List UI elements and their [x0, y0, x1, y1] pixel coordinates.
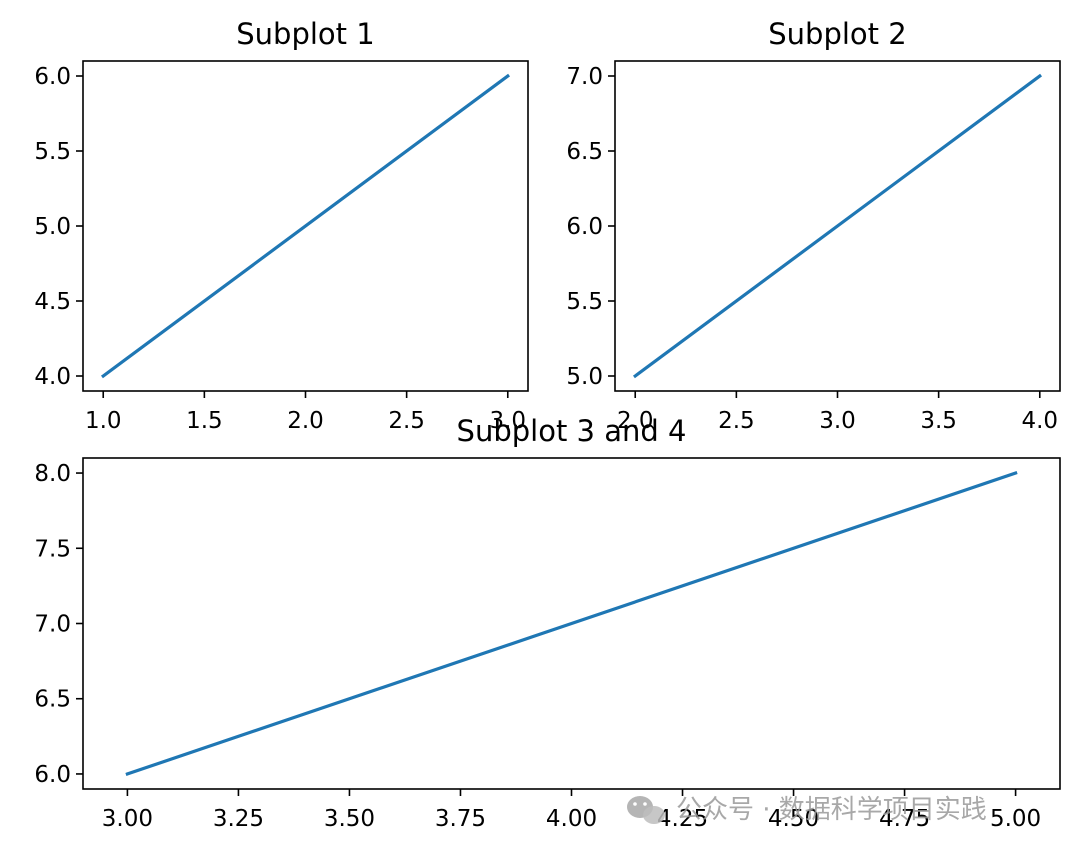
subplot-3-x-tick-label: 4.50 [768, 806, 819, 832]
subplot-1: Subplot 1 1.0 1.5 2.0 2.5 3.0 4.0 4.5 5.0 5.5 6.0 [34, 17, 529, 434]
subplot-2-series-line [632, 73, 1043, 379]
subplot-1-x-tick-label: 1.5 [186, 408, 223, 434]
subplot-1-x-tick-label: 2.5 [388, 408, 425, 434]
subplot-1-y-tick-label: 5.5 [34, 139, 71, 165]
subplot-2-y-tick-label: 6.0 [566, 214, 603, 240]
subplot-3-x-tick-label: 4.75 [879, 806, 930, 832]
subplot-1-title: Subplot 1 [236, 17, 374, 51]
subplot-3-y-tick-label: 8.0 [34, 461, 71, 487]
subplot-2-x-tick-label: 3.5 [920, 408, 957, 434]
subplot-3-x-tick-label: 3.75 [435, 806, 486, 832]
subplot-3-x-tick-label: 5.00 [990, 806, 1041, 832]
subplot-1-series-line [100, 73, 511, 379]
subplot-3-title: Subplot 3 and 4 [457, 414, 687, 448]
subplot-3-x-tick-label: 3.50 [324, 806, 375, 832]
subplot-3-x-tick-label: 3.25 [213, 806, 264, 832]
subplot-3-series-line [125, 471, 1018, 776]
subplot-1-x-tick-label: 2.0 [287, 408, 324, 434]
subplot-2-x-tick-label: 2.5 [718, 408, 755, 434]
subplot-2-x-tick-label: 3.0 [819, 408, 856, 434]
subplot-2-x-tick-label: 4.0 [1021, 408, 1058, 434]
subplot-2-y-tick-label: 6.5 [566, 139, 603, 165]
wechat-icon [627, 796, 665, 824]
subplot-2-y-tick-label: 5.0 [566, 364, 603, 390]
subplot-3-y-tick-label: 6.5 [34, 687, 71, 713]
subplot-2-title: Subplot 2 [768, 17, 906, 51]
subplot-3-y-tick-label: 6.0 [34, 762, 71, 788]
subplot-1-y-tick-label: 4.5 [34, 289, 71, 315]
subplot-1-x-tick-label: 1.0 [85, 408, 122, 434]
subplot-3-x-tick-label: 3.00 [102, 806, 153, 832]
subplot-1-x-tick-label: 3.0 [489, 408, 526, 434]
subplot-2-y-tick-label: 5.5 [566, 289, 603, 315]
subplot-3-y-tick-label: 7.5 [34, 536, 71, 562]
watermark: 公众号 · 数据科学项目实践 [627, 795, 987, 825]
subplot-3-y-tick-label: 7.0 [34, 612, 71, 638]
subplot-3: Subplot 3 and 4 3.00 3.25 3.50 3.75 4.00 4.25 4… [34, 414, 1061, 832]
subplot-2: Subplot 2 2.0 2.5 3.0 3.5 4.0 5.0 5.5 6.0 6.5 7.0 [566, 17, 1061, 434]
subplot-2-x-tick-label: 2.0 [617, 408, 654, 434]
subplot-3-x-tick-label: 4.00 [546, 806, 597, 832]
subplot-1-y-tick-label: 4.0 [34, 364, 71, 390]
subplot-2-y-tick-label: 7.0 [566, 64, 603, 90]
watermark-text: 公众号 · 数据科学项目实践 [676, 795, 987, 825]
subplot-1-y-tick-label: 5.0 [34, 214, 71, 240]
subplot-3-x-tick-label: 4.25 [657, 806, 708, 832]
subplot-1-y-tick-label: 6.0 [34, 64, 71, 90]
